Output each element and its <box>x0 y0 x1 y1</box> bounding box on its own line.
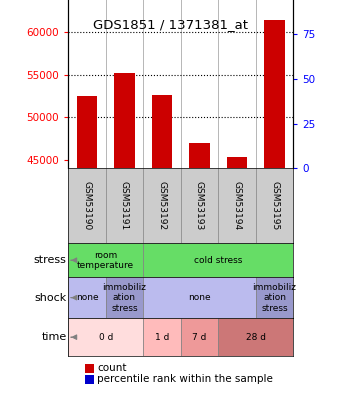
Bar <box>152 95 172 168</box>
Bar <box>106 277 143 318</box>
Text: GDS1851 / 1371381_at: GDS1851 / 1371381_at <box>93 18 248 31</box>
Text: GSM53190: GSM53190 <box>83 181 91 230</box>
Text: GSM53194: GSM53194 <box>233 181 241 230</box>
Text: none: none <box>188 293 211 302</box>
Text: count: count <box>97 363 127 373</box>
Text: 1 d: 1 d <box>155 333 169 342</box>
Text: room
temperature: room temperature <box>77 251 134 270</box>
Bar <box>264 19 285 168</box>
Text: immobiliz
ation
stress: immobiliz ation stress <box>252 283 297 313</box>
Text: 7 d: 7 d <box>192 333 207 342</box>
Bar <box>68 243 143 277</box>
Bar <box>189 143 210 168</box>
Text: GSM53192: GSM53192 <box>158 181 166 230</box>
Bar <box>218 318 293 356</box>
Bar <box>143 318 181 356</box>
Text: GSM53193: GSM53193 <box>195 181 204 230</box>
Text: percentile rank within the sample: percentile rank within the sample <box>97 374 273 384</box>
Text: 0 d: 0 d <box>99 333 113 342</box>
Text: stress: stress <box>34 255 67 265</box>
Bar <box>114 73 135 168</box>
Text: GSM53191: GSM53191 <box>120 181 129 230</box>
Text: shock: shock <box>34 293 67 303</box>
Bar <box>143 243 293 277</box>
Bar <box>227 157 247 168</box>
Bar <box>68 277 106 318</box>
Text: time: time <box>42 332 67 342</box>
Bar <box>181 318 218 356</box>
Bar <box>68 318 143 356</box>
Bar <box>77 96 97 168</box>
Text: none: none <box>76 293 98 302</box>
Text: immobiliz
ation
stress: immobiliz ation stress <box>102 283 147 313</box>
Text: 28 d: 28 d <box>246 333 266 342</box>
Text: cold stress: cold stress <box>194 256 242 265</box>
Text: GSM53195: GSM53195 <box>270 181 279 230</box>
Bar <box>256 277 293 318</box>
Bar <box>143 277 256 318</box>
